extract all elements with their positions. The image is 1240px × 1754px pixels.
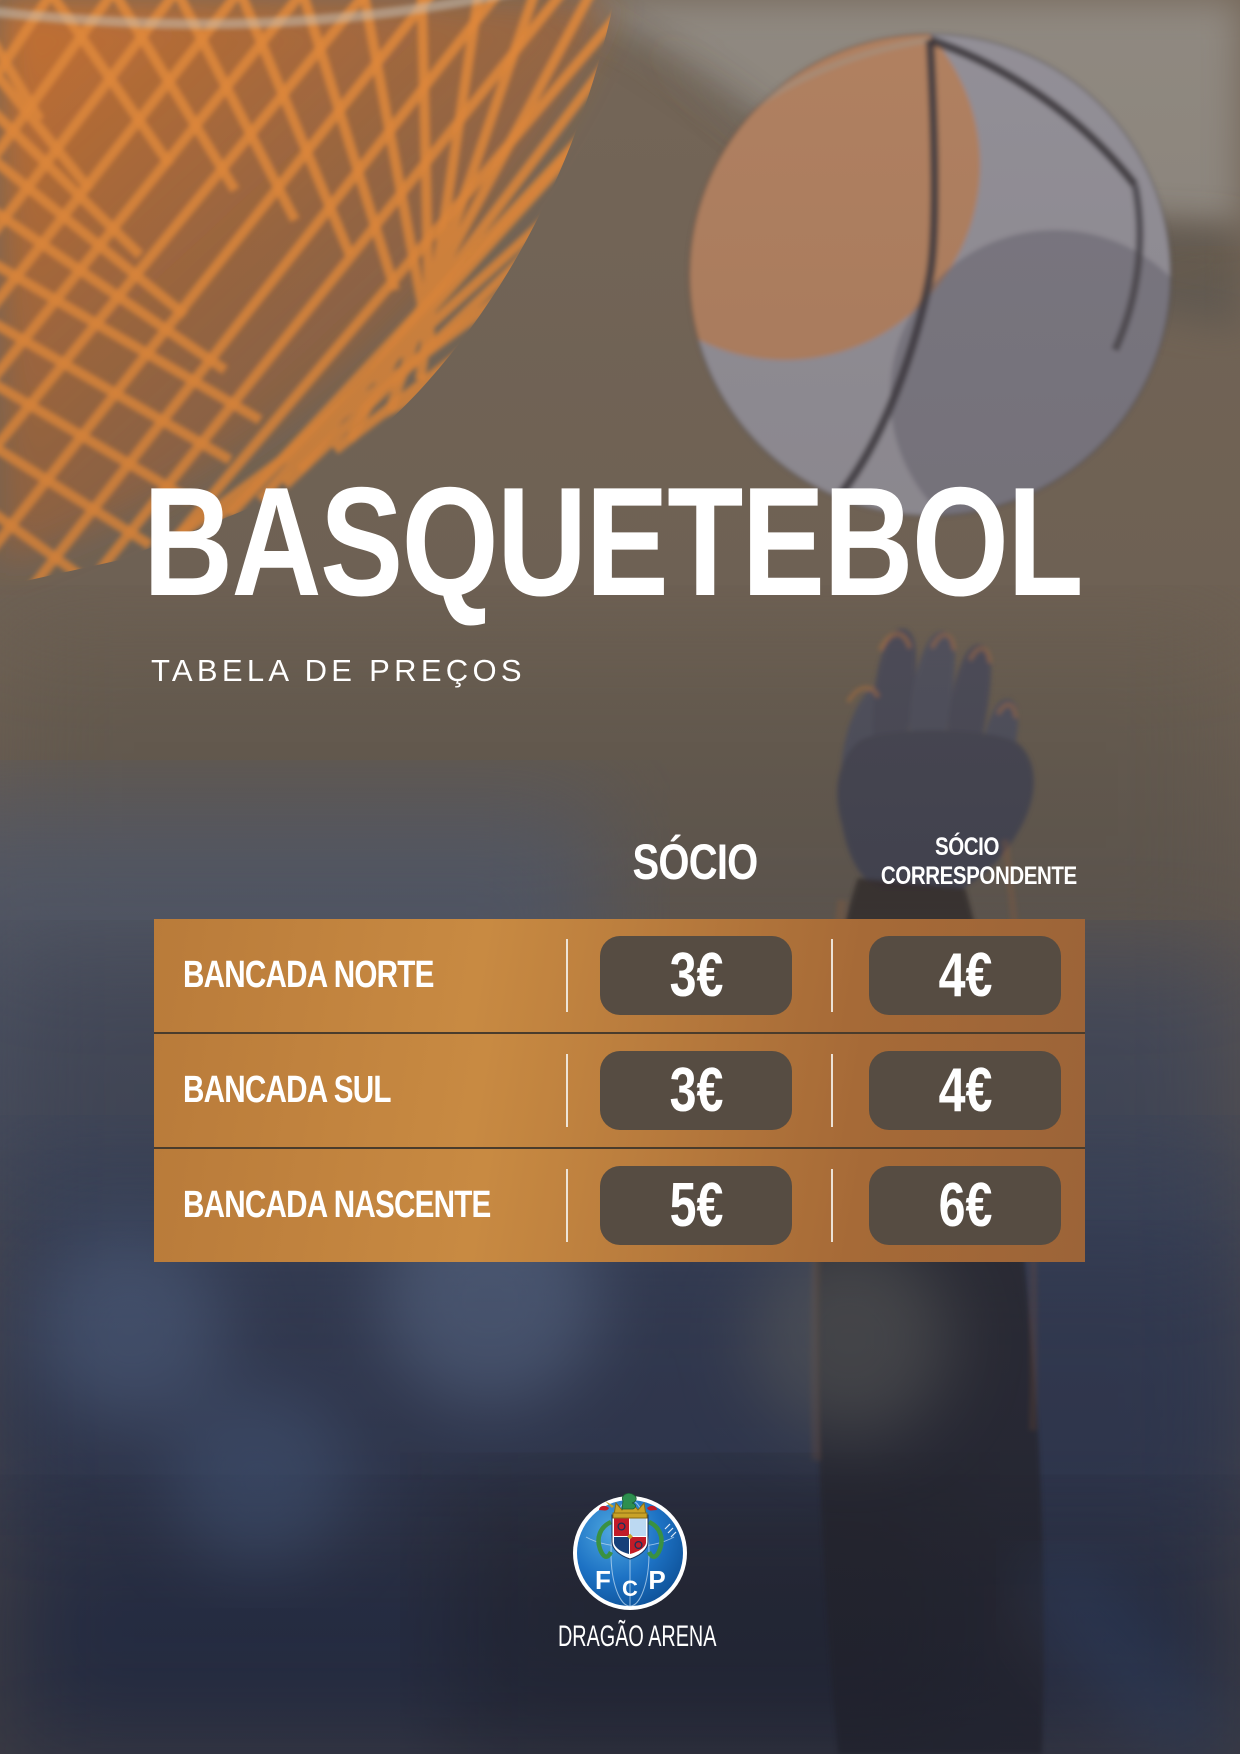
svg-text:P: P [648, 1565, 665, 1595]
svg-text:C: C [622, 1576, 638, 1601]
svg-text:F: F [595, 1565, 611, 1595]
